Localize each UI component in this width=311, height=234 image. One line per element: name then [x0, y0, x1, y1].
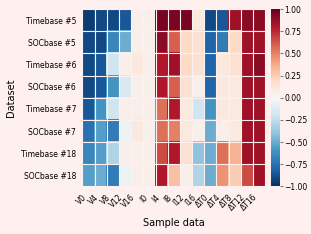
X-axis label: Sample data: Sample data — [143, 219, 205, 228]
Y-axis label: Dataset: Dataset — [6, 79, 16, 117]
